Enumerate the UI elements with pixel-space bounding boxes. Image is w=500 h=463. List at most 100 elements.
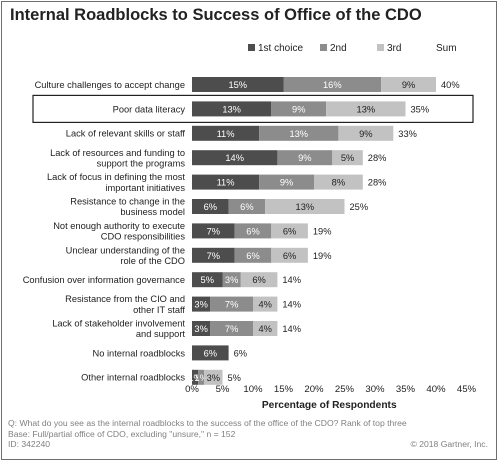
segment-label: 15% bbox=[228, 80, 247, 90]
category-label: Lack of stakeholder involvement bbox=[52, 319, 185, 329]
bar-segment-3 bbox=[253, 321, 278, 336]
bar-segment-2 bbox=[277, 150, 333, 166]
segment-label: 9% bbox=[402, 80, 415, 90]
sum-label: 35% bbox=[411, 104, 430, 114]
bar-segment-2 bbox=[234, 223, 272, 239]
segment-label: 7% bbox=[225, 300, 238, 310]
category-label: Resistance to change in the bbox=[70, 197, 185, 207]
legend-swatch-1 bbox=[248, 44, 255, 51]
sum-label: 33% bbox=[398, 129, 417, 139]
segment-label: 1% bbox=[194, 373, 207, 383]
bar-segment-3 bbox=[271, 223, 308, 239]
x-tick-label: 15% bbox=[274, 384, 294, 395]
bar-segment-3 bbox=[265, 199, 345, 214]
legend-label-sum: Sum bbox=[436, 43, 457, 54]
segment-label: 14% bbox=[225, 153, 244, 163]
legend-label-3: 3rd bbox=[387, 43, 401, 54]
segment-label: 9% bbox=[359, 129, 372, 139]
category-label: other IT staff bbox=[133, 305, 185, 315]
bar-segment-3 bbox=[314, 174, 363, 190]
bar-segment-1 bbox=[192, 150, 278, 166]
category-label: Confusion over information governance bbox=[23, 275, 185, 285]
bar-segment-3 bbox=[204, 369, 223, 385]
category-label: Culture challenges to accept change bbox=[35, 80, 185, 90]
sum-label: 5% bbox=[228, 373, 241, 383]
segment-label: 6% bbox=[252, 275, 265, 285]
category-label: Lack of resources and funding to bbox=[50, 148, 185, 158]
legend-swatch-2 bbox=[320, 44, 327, 51]
bar-segment-3 bbox=[326, 101, 406, 117]
segment-label: 4% bbox=[258, 324, 271, 334]
bar-segment-2 bbox=[210, 321, 253, 336]
bar-segment-1 bbox=[192, 345, 229, 361]
bar-segment-3 bbox=[253, 296, 278, 312]
copyright-notice: © 2018 Gartner, Inc. bbox=[410, 439, 488, 449]
sum-label: 19% bbox=[313, 251, 332, 261]
bar-segment-3 bbox=[381, 77, 436, 92]
category-label: business model bbox=[120, 207, 185, 217]
sum-label: 25% bbox=[350, 202, 369, 212]
category-label: Lack of relevant skills or staff bbox=[66, 129, 186, 139]
sum-label: 28% bbox=[368, 178, 387, 188]
bar-segment-1 bbox=[192, 101, 272, 117]
segment-label: 7% bbox=[207, 226, 220, 236]
segment-label: 16% bbox=[323, 80, 342, 90]
footnote-question: Q: What do you see as the internal roadb… bbox=[8, 418, 407, 428]
x-tick-label: 25% bbox=[335, 384, 355, 395]
category-label: important initiatives bbox=[105, 183, 185, 193]
bar-segment-2 bbox=[271, 101, 327, 117]
segment-label: 3% bbox=[225, 275, 238, 285]
sum-label: 14% bbox=[282, 275, 301, 285]
segment-label: 11% bbox=[217, 178, 235, 188]
footnote-id: ID: 342240 bbox=[8, 439, 51, 450]
category-label: and support bbox=[136, 329, 186, 339]
segment-label: 9% bbox=[280, 178, 293, 188]
bar-segment-2 bbox=[198, 369, 205, 385]
bar-segment-2 bbox=[259, 125, 339, 141]
segment-label: 6% bbox=[240, 202, 253, 212]
bar-segment-3 bbox=[240, 272, 278, 288]
segment-label: 3% bbox=[194, 324, 207, 334]
category-label: Unclear understanding of the bbox=[66, 245, 185, 255]
category-label: Not enough authority to execute bbox=[53, 221, 185, 231]
segment-label: 13% bbox=[289, 129, 308, 139]
highlight-box bbox=[32, 94, 474, 124]
bar-segment-1 bbox=[192, 247, 235, 263]
sum-label: 6% bbox=[234, 348, 247, 358]
bar-segment-2 bbox=[210, 296, 253, 312]
x-tick-label: 35% bbox=[396, 384, 416, 395]
category-label: Poor data literacy bbox=[113, 104, 186, 114]
segment-label: 6% bbox=[246, 226, 259, 236]
bar-segment-3 bbox=[271, 247, 308, 263]
bar-segment-2 bbox=[222, 272, 241, 288]
bar-segment-1 bbox=[192, 321, 211, 336]
segment-label: 3% bbox=[194, 300, 207, 310]
sum-label: 28% bbox=[368, 153, 387, 163]
category-label: CDO responsibilities bbox=[101, 232, 186, 242]
segment-label: 8% bbox=[332, 178, 345, 188]
segment-label: 7% bbox=[207, 251, 220, 261]
segment-label: 9% bbox=[298, 153, 311, 163]
legend-label-2: 2nd bbox=[330, 43, 347, 54]
bar-segment-1 bbox=[192, 296, 211, 312]
bar-segment-1 bbox=[192, 199, 229, 214]
segment-label: 13% bbox=[357, 104, 376, 114]
x-axis-title: Percentage of Respondents bbox=[262, 400, 397, 411]
chart-title: Internal Roadblocks to Success of Office… bbox=[10, 6, 422, 24]
sum-label: 40% bbox=[441, 80, 460, 90]
segment-label: 6% bbox=[204, 202, 217, 212]
segment-label: 6% bbox=[283, 251, 296, 261]
bar-segment-1 bbox=[192, 77, 284, 92]
segment-label: 6% bbox=[283, 226, 296, 236]
segment-label: 5% bbox=[341, 153, 354, 163]
bar-segment-2 bbox=[259, 174, 314, 190]
x-tick-label: 30% bbox=[365, 384, 385, 395]
sum-label: 14% bbox=[282, 300, 301, 310]
legend-swatch-3 bbox=[377, 44, 384, 51]
bar-segment-2 bbox=[228, 199, 266, 214]
x-tick-label: 40% bbox=[426, 384, 446, 395]
chart-footnote: Q: What do you see as the internal roadb… bbox=[8, 418, 407, 450]
footnote-base: Base: Full/partial office of CDO, exclud… bbox=[8, 428, 236, 439]
segment-label: 13% bbox=[296, 202, 315, 212]
